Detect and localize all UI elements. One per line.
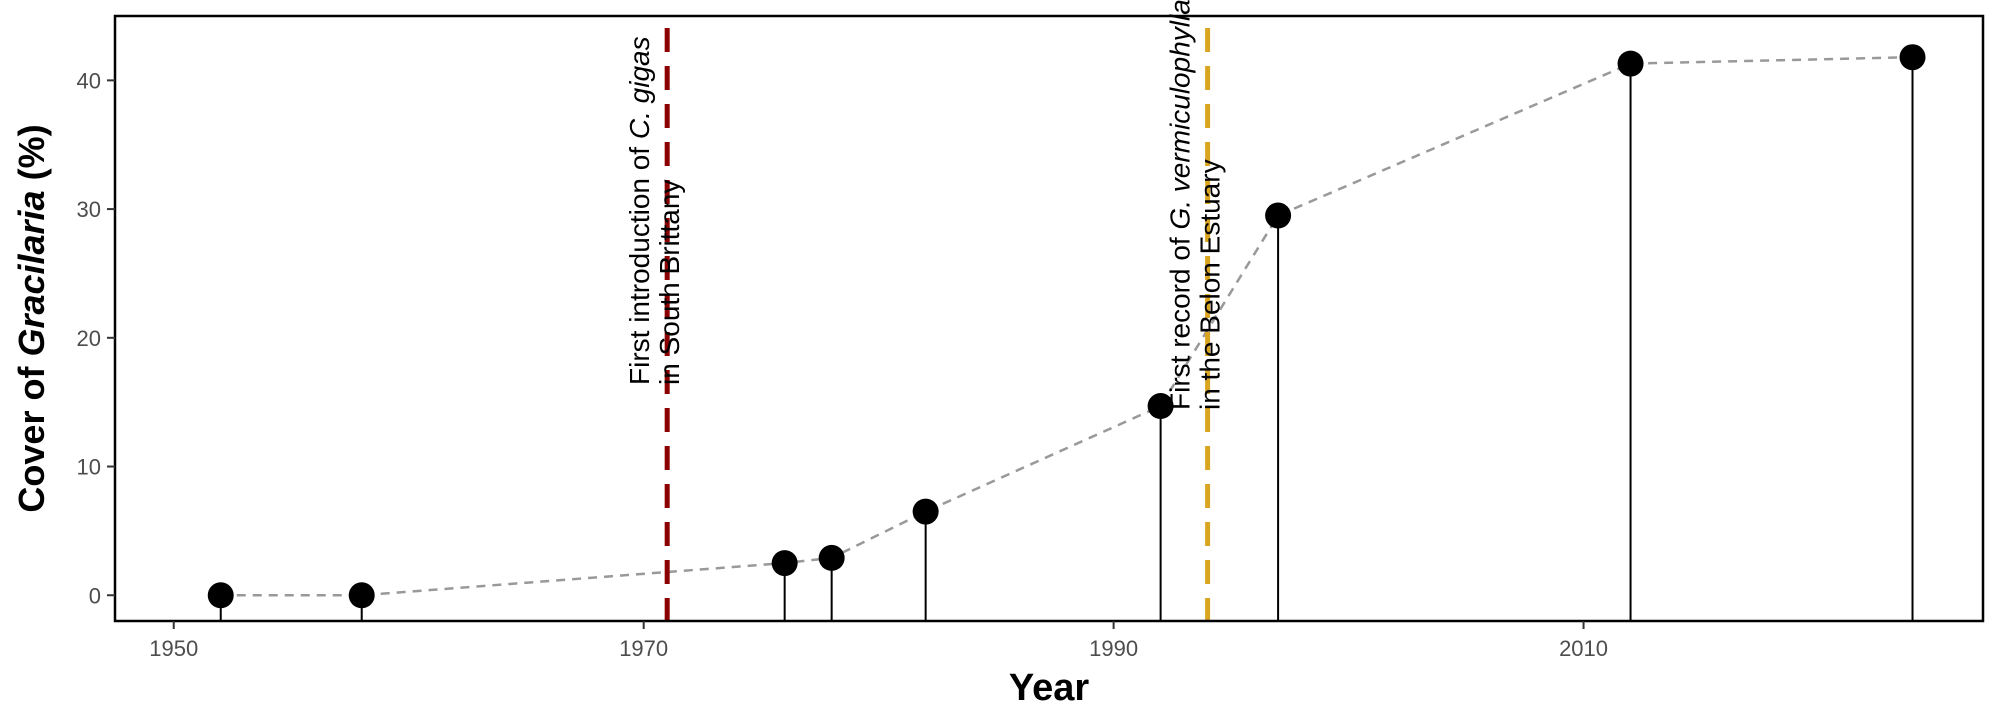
vline-1-label-line-1-part-1: C. gigas [624,36,655,139]
y-tick-label-5: 40 [77,68,101,93]
vline-2-label-line-1-part-0: First record of [1165,230,1196,410]
panel-frame [113,14,1985,623]
vline-1-label-line-2: in South Brittany [654,180,685,385]
x-tick-label-4: 2010 [1559,636,1608,661]
y-axis-title-part-0: Cover of [11,357,52,513]
vline-1-label-line-1-part-0: First introduction of [624,139,655,385]
x-tick-label-3: 1990 [1089,636,1138,661]
x-axis-title: Year [1009,667,1090,709]
x-tick-label-2: 1970 [619,636,668,661]
data-point-1 [207,582,234,609]
data-point-4 [818,544,845,571]
data-point-6 [1147,393,1174,420]
data-point-3 [771,550,798,577]
y-tick-label-2: 10 [77,455,101,480]
y-axis-title-part-1: Gracilaria [11,190,52,356]
y-tick-label-4: 30 [77,197,101,222]
y-axis-title: Cover of Gracilaria (%) [11,124,52,512]
y-tick-label-1: 0 [89,583,101,608]
vline-2-label-line-1: First record of G. vermiculophylla [1165,0,1196,410]
data-point-5 [912,498,939,525]
vline-2-label-line-1-part-1: G. vermiculophylla [1165,0,1196,230]
x-tick-label-1: 1950 [149,636,198,661]
vline-2-label-line-2-part-0: in the Belon Estuary [1195,159,1226,410]
y-tick-label-3: 20 [77,326,101,351]
data-point-8 [1617,50,1644,77]
vline-2-label-line-2: in the Belon Estuary [1195,159,1226,410]
data-point-2 [348,582,375,609]
data-point-7 [1265,202,1292,229]
vline-1-label-line-2-part-0: in South Brittany [654,180,685,385]
y-axis-title-part-2: (%) [11,124,52,190]
connector-line [220,55,1913,597]
vline-1-label-line-1: First introduction of C. gigas [624,36,655,385]
data-point-9 [1899,44,1926,71]
